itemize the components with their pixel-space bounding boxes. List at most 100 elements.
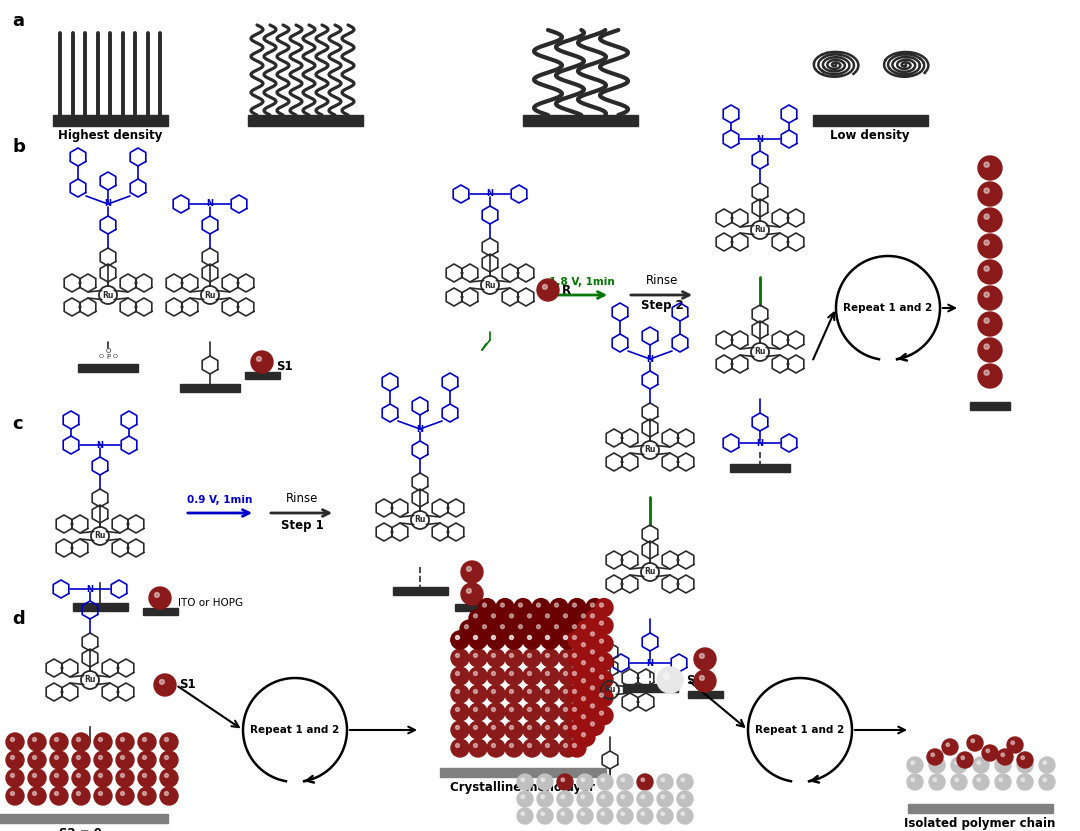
Circle shape [568,649,586,667]
Circle shape [505,685,523,703]
Circle shape [6,787,24,805]
Circle shape [11,755,14,760]
Text: Rinse: Rinse [646,274,678,287]
Circle shape [995,774,1011,790]
Circle shape [160,733,178,751]
Circle shape [500,603,504,607]
Circle shape [527,707,531,711]
Circle shape [500,625,504,629]
Circle shape [978,156,1002,180]
Circle shape [541,795,544,799]
Circle shape [595,617,613,635]
Circle shape [933,761,936,765]
Circle shape [572,625,577,629]
Circle shape [537,279,559,301]
Text: a: a [12,12,24,30]
Circle shape [98,791,103,795]
Circle shape [577,674,595,692]
Circle shape [572,603,577,607]
Circle shape [154,674,176,696]
Text: Ru: Ru [484,281,496,289]
Circle shape [160,769,178,787]
Circle shape [6,733,24,751]
Circle shape [491,725,496,730]
Circle shape [11,737,14,741]
Circle shape [581,812,584,815]
Circle shape [514,598,532,617]
Circle shape [572,671,577,676]
Circle shape [50,733,68,751]
Circle shape [586,598,604,617]
Circle shape [545,725,550,730]
Circle shape [521,795,525,799]
Circle shape [931,753,934,756]
Circle shape [487,721,505,739]
Bar [244,372,280,379]
Circle shape [121,737,124,741]
Circle shape [491,744,496,747]
Circle shape [564,653,567,657]
Circle shape [116,769,134,787]
Circle shape [597,774,613,790]
Circle shape [586,646,604,663]
Circle shape [568,685,586,703]
Circle shape [510,725,513,730]
Circle shape [545,636,550,640]
Circle shape [491,636,496,640]
Bar [143,608,177,615]
Circle shape [599,657,604,661]
Text: N: N [86,584,94,593]
Circle shape [657,774,673,790]
Text: Ru: Ru [754,347,766,356]
Circle shape [451,631,469,649]
Circle shape [591,650,594,654]
Circle shape [11,774,14,778]
Circle shape [469,631,487,649]
Circle shape [451,685,469,703]
Circle shape [487,667,505,685]
Circle shape [557,808,573,824]
Circle shape [1007,737,1023,753]
Circle shape [545,636,550,640]
Circle shape [978,208,1002,232]
Circle shape [1043,761,1047,765]
Circle shape [532,620,550,638]
Circle shape [542,284,548,289]
Circle shape [545,653,550,657]
Circle shape [568,667,586,685]
Circle shape [559,739,577,757]
Circle shape [469,609,487,627]
Circle shape [568,721,586,739]
Circle shape [586,627,604,646]
Circle shape [456,725,459,730]
Circle shape [505,631,523,649]
Circle shape [469,721,487,739]
Circle shape [984,344,989,349]
Circle shape [694,648,716,670]
Circle shape [694,670,716,692]
Circle shape [160,751,178,769]
Circle shape [642,778,645,781]
Circle shape [929,774,945,790]
Text: Low density: Low density [831,129,909,142]
Circle shape [663,673,670,679]
Circle shape [978,364,1002,388]
Circle shape [94,787,112,805]
Circle shape [572,636,577,640]
Circle shape [600,795,605,799]
Circle shape [621,795,624,799]
Circle shape [77,774,81,778]
Circle shape [469,739,487,757]
Circle shape [581,795,584,799]
Circle shape [473,636,477,640]
Circle shape [527,636,531,640]
Circle shape [451,649,469,667]
Text: Ru: Ru [94,532,106,540]
Circle shape [6,751,24,769]
Circle shape [32,737,37,741]
Circle shape [94,733,112,751]
Text: Highest density: Highest density [58,129,162,142]
Circle shape [637,808,653,824]
Text: Ru: Ru [645,568,656,577]
Circle shape [164,791,168,795]
